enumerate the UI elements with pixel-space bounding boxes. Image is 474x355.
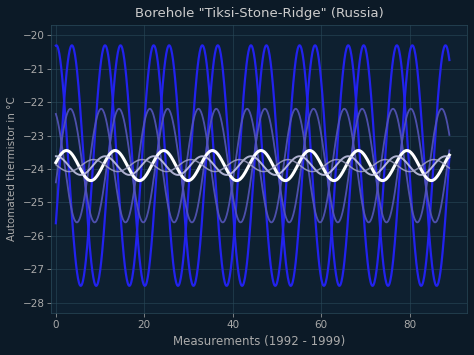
X-axis label: Measurements (1992 - 1999): Measurements (1992 - 1999) [173,335,346,348]
Title: Borehole "Tiksi-Stone-Ridge" (Russia): Borehole "Tiksi-Stone-Ridge" (Russia) [135,7,383,20]
Y-axis label: Automated thermistor in °C: Automated thermistor in °C [7,97,17,241]
